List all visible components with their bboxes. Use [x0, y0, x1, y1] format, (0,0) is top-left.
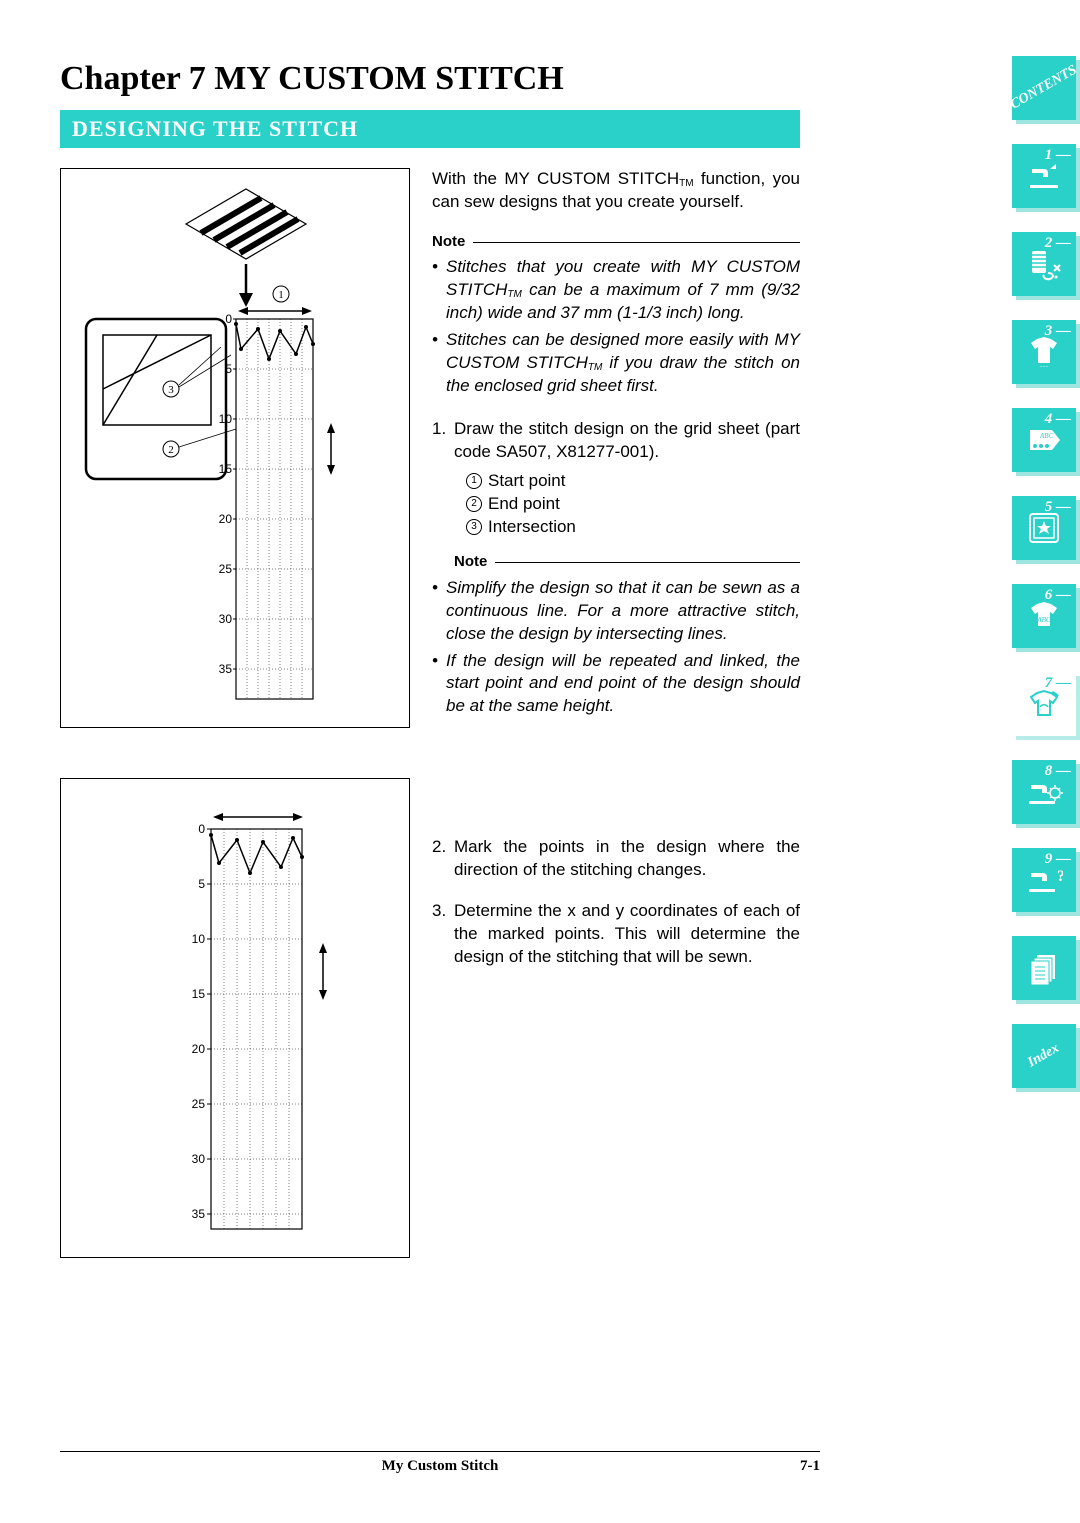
svg-text:ABC: ABC: [1036, 616, 1051, 624]
svg-text:0: 0: [225, 312, 232, 326]
tab-9[interactable]: 9 — ?!: [1012, 848, 1080, 916]
svg-text:......: ......: [1040, 363, 1050, 369]
step-3: Determine the x and y coordinates of eac…: [432, 900, 800, 969]
svg-text:25: 25: [192, 1097, 206, 1111]
figure-1: 1 3 2: [60, 168, 410, 728]
step-2: Mark the points in the design where the …: [432, 836, 800, 882]
svg-text:20: 20: [192, 1042, 206, 1056]
footer-title: My Custom Stitch: [382, 1458, 499, 1475]
note-heading-1: Note: [432, 232, 800, 252]
svg-text:2: 2: [168, 444, 174, 456]
svg-text:15: 15: [219, 462, 233, 476]
tab-4[interactable]: 4 — ABC: [1012, 408, 1080, 476]
figure-2: 0 5 10 15 20 25 30 35: [60, 778, 410, 1258]
tab-contents[interactable]: CONTENTS: [1012, 56, 1080, 124]
svg-text:5: 5: [225, 362, 232, 376]
intro-text: With the MY CUSTOM STITCHTM function, yo…: [432, 168, 800, 214]
tab-5[interactable]: 5 —: [1012, 496, 1080, 564]
svg-text:20: 20: [219, 512, 233, 526]
svg-text:?!: ?!: [1057, 868, 1063, 885]
tab-7-active[interactable]: 7 —: [1012, 672, 1080, 740]
svg-text:30: 30: [192, 1152, 206, 1166]
note-block-2: Simplify the design so that it can be se…: [432, 577, 800, 719]
svg-text:ABC: ABC: [1039, 432, 1054, 440]
step-1: Draw the stitch design on the grid sheet…: [432, 418, 800, 819]
svg-text:35: 35: [192, 1207, 206, 1221]
tab-8[interactable]: 8 —: [1012, 760, 1080, 828]
svg-text:35: 35: [219, 662, 233, 676]
svg-text:3: 3: [168, 384, 174, 396]
tab-1[interactable]: 1 —: [1012, 144, 1080, 212]
svg-text:1: 1: [278, 289, 284, 301]
tab-pages[interactable]: [1012, 936, 1080, 1004]
chapter-title: Chapter 7 MY CUSTOM STITCH: [60, 60, 800, 98]
tab-2[interactable]: 2 —: [1012, 232, 1080, 300]
svg-text:30: 30: [219, 612, 233, 626]
svg-text:10: 10: [219, 412, 233, 426]
svg-text:15: 15: [192, 987, 206, 1001]
svg-text:25: 25: [219, 562, 233, 576]
note-block-1: Stitches that you create with MY CUSTOM …: [432, 256, 800, 398]
page-footer: My Custom Stitch 7-1: [60, 1451, 820, 1475]
legend: 1Start point 2End point 3Intersection: [454, 470, 800, 539]
svg-text:10: 10: [192, 932, 206, 946]
tab-6[interactable]: 6 — ABC: [1012, 584, 1080, 652]
section-heading: DESIGNING THE STITCH: [60, 110, 800, 148]
chapter-tabs: CONTENTS 1 — 2 — 3 — ...... 4 — AB: [1012, 56, 1080, 1092]
svg-text:5: 5: [198, 877, 205, 891]
svg-text:0: 0: [198, 822, 205, 836]
pages-icon: [1024, 948, 1064, 988]
note-heading-2: Note: [454, 552, 800, 572]
page-number: 7-1: [800, 1458, 820, 1475]
tab-index[interactable]: Index: [1012, 1024, 1080, 1092]
tab-3[interactable]: 3 — ......: [1012, 320, 1080, 388]
